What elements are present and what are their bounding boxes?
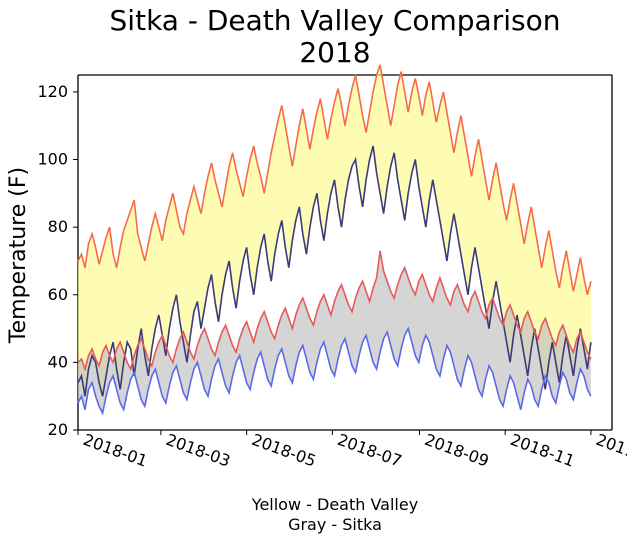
y-tick-label: 40 — [48, 352, 68, 371]
x-tick-label: 2018-07 — [335, 430, 404, 471]
legend-line2: Gray - Sitka — [288, 515, 382, 534]
y-axis-label: Temperature (F) — [6, 167, 31, 344]
y-tick-label: 60 — [48, 285, 68, 304]
x-tick-label: 2019-01 — [594, 430, 627, 471]
x-tick-label: 2018-01 — [81, 430, 150, 471]
x-tick-label: 2018-09 — [422, 430, 491, 471]
chart-svg: Sitka - Death Valley Comparison 2018 Tem… — [0, 0, 627, 541]
y-tick-label: 80 — [48, 217, 68, 236]
x-tick-label: 2018-11 — [508, 430, 577, 471]
chart-title-line1: Sitka - Death Valley Comparison — [110, 4, 561, 37]
y-tick-label: 100 — [37, 150, 68, 169]
chart-title-line2: 2018 — [299, 36, 370, 69]
legend-line1: Yellow - Death Valley — [251, 495, 418, 514]
x-tick-label: 2018-05 — [249, 430, 318, 471]
y-tick-label: 120 — [37, 82, 68, 101]
x-tick-label: 2018-03 — [164, 430, 233, 471]
y-tick-label: 20 — [48, 420, 68, 439]
chart-container: Sitka - Death Valley Comparison 2018 Tem… — [0, 0, 627, 541]
x-axis-ticks: 2018-01 2018-03 2018-05 2018-07 2018-09 2018-… — [78, 430, 627, 471]
plot-area — [78, 65, 612, 430]
y-axis-ticks: 20 40 60 80 100 120 — [37, 82, 78, 439]
